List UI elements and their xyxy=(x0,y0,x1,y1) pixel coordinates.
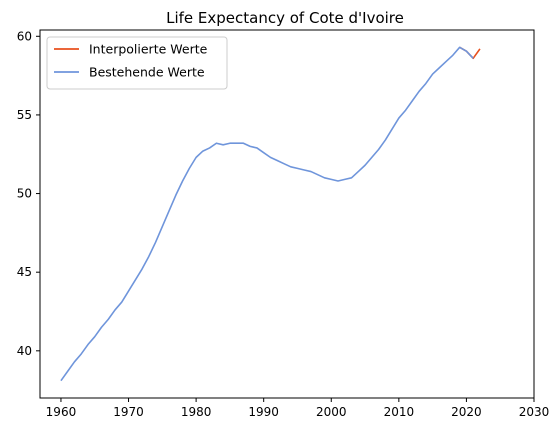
y-tick-label: 50 xyxy=(17,187,32,201)
x-tick-label: 2000 xyxy=(316,405,347,419)
legend-entry-label: Interpolierte Werte xyxy=(89,42,208,57)
x-tick-label: 1960 xyxy=(46,405,77,419)
y-tick-label: 45 xyxy=(17,265,32,279)
x-tick-label: 2010 xyxy=(384,405,415,419)
series-lines xyxy=(60,46,481,382)
legend-entry-label: Bestehende Werte xyxy=(89,65,205,80)
legend-box xyxy=(46,36,228,90)
y-tick-label: 60 xyxy=(17,29,32,43)
y-tick-label: 40 xyxy=(17,344,32,358)
x-tick-label: 1990 xyxy=(248,405,279,419)
y-tick-label: 55 xyxy=(17,108,32,122)
plot-frame xyxy=(39,29,535,399)
chart-title: Life Expectancy of Cote d'Ivoire xyxy=(166,9,404,27)
x-tick-label: 2020 xyxy=(451,405,482,419)
x-tick-label: 1970 xyxy=(113,405,144,419)
x-tick-label: 2030 xyxy=(519,405,550,419)
x-tick-label: 1980 xyxy=(181,405,212,419)
legend: Interpolierte Werte Bestehende Werte xyxy=(46,36,228,90)
series-line-1 xyxy=(60,46,474,382)
axis-ticks: 1960 1970 1980 1990 2000 2010 2020 2030 40 45 50 55… xyxy=(17,29,550,419)
